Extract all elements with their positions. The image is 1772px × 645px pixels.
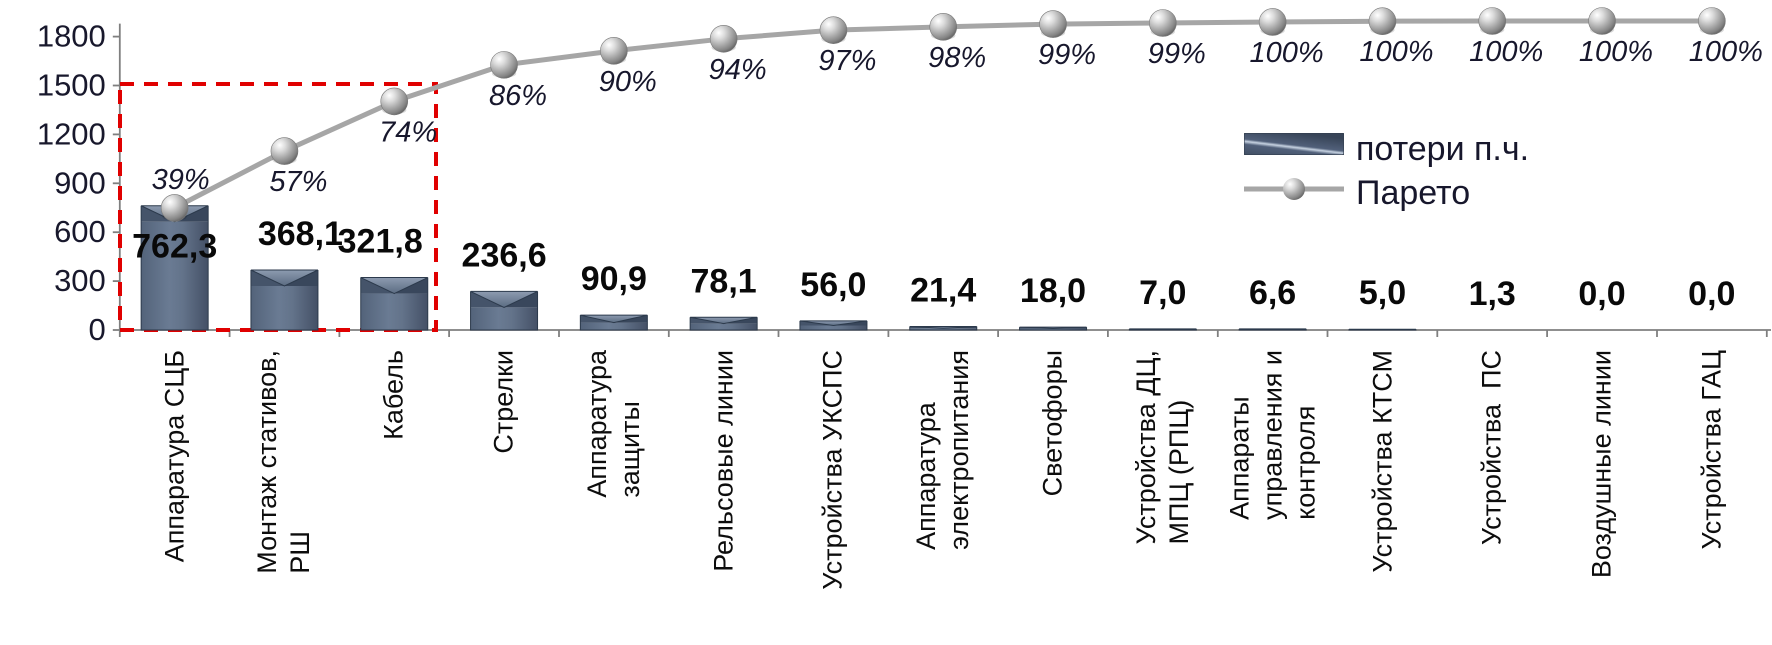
svg-text:74%: 74%: [379, 116, 437, 148]
svg-text:56,0: 56,0: [800, 266, 866, 304]
svg-text:5,0: 5,0: [1359, 274, 1406, 312]
svg-text:90,9: 90,9: [581, 260, 647, 298]
svg-text:1800: 1800: [37, 19, 106, 54]
svg-text:1200: 1200: [37, 116, 106, 151]
svg-text:94%: 94%: [709, 54, 767, 86]
svg-text:99%: 99%: [1038, 39, 1096, 71]
svg-text:6,6: 6,6: [1249, 274, 1296, 312]
svg-text:57%: 57%: [269, 166, 327, 198]
svg-text:21,4: 21,4: [910, 272, 976, 310]
svg-text:762,3: 762,3: [132, 228, 217, 266]
svg-text:7,0: 7,0: [1139, 274, 1186, 312]
svg-text:0: 0: [89, 312, 106, 347]
svg-text:100%: 100%: [1359, 36, 1433, 68]
svg-text:0,0: 0,0: [1688, 275, 1735, 313]
svg-text:1,3: 1,3: [1469, 275, 1516, 313]
svg-text:78,1: 78,1: [691, 262, 757, 300]
svg-text:99%: 99%: [1148, 38, 1206, 70]
svg-text:100%: 100%: [1579, 36, 1653, 68]
svg-text:1500: 1500: [37, 68, 106, 103]
svg-text:368,1: 368,1: [258, 215, 343, 253]
svg-text:600: 600: [54, 214, 106, 249]
svg-text:100%: 100%: [1469, 36, 1543, 68]
svg-text:100%: 100%: [1250, 37, 1324, 69]
svg-text:321,8: 321,8: [338, 223, 423, 261]
svg-text:236,6: 236,6: [462, 236, 547, 274]
svg-text:39%: 39%: [152, 164, 210, 196]
svg-text:0,0: 0,0: [1578, 275, 1625, 313]
svg-text:300: 300: [54, 263, 106, 298]
svg-text:100%: 100%: [1689, 36, 1763, 68]
svg-text:90%: 90%: [599, 66, 657, 98]
svg-text:18,0: 18,0: [1020, 272, 1086, 310]
svg-text:900: 900: [54, 165, 106, 200]
svg-text:86%: 86%: [489, 80, 547, 112]
svg-text:97%: 97%: [818, 45, 876, 77]
svg-text:98%: 98%: [928, 42, 986, 74]
